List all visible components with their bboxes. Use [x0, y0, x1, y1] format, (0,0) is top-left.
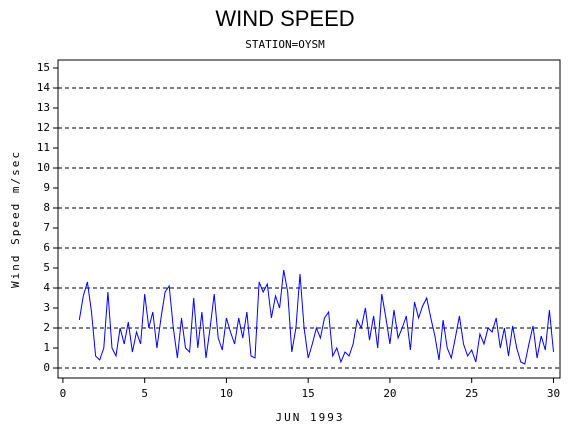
series-line — [78, 269, 554, 365]
x-tick-label: 0 — [60, 387, 67, 400]
y-tick-label: 1 — [43, 341, 50, 354]
y-tick-label: 9 — [43, 181, 50, 194]
y-tick-label: 3 — [43, 301, 50, 314]
x-tick-label: 25 — [465, 387, 478, 400]
y-tick-label: 12 — [37, 121, 50, 134]
x-axis-label: JUN 1993 — [276, 411, 345, 424]
x-tick-label: 10 — [220, 387, 233, 400]
y-axis-label: Wind Speed m/sec — [9, 150, 22, 288]
chart-subtitle: STATION=OYSM — [245, 38, 325, 51]
x-tick-label: 5 — [141, 387, 148, 400]
y-tick-label: 6 — [43, 241, 50, 254]
y-tick-label: 8 — [43, 201, 50, 214]
x-tick-label: 15 — [302, 387, 315, 400]
y-tick-label: 5 — [43, 261, 50, 274]
y-tick-label: 4 — [43, 281, 50, 294]
y-tick-label: 15 — [37, 61, 50, 74]
y-tick-label: 14 — [37, 81, 51, 94]
y-tick-label: 0 — [43, 361, 50, 374]
plot-frame — [57, 59, 561, 379]
y-tick-label: 7 — [43, 221, 50, 234]
y-tick-label: 10 — [37, 161, 50, 174]
y-tick-label: 11 — [37, 141, 50, 154]
x-tick-label: 20 — [383, 387, 396, 400]
y-tick-label: 2 — [43, 321, 50, 334]
y-tick-label: 13 — [37, 101, 50, 114]
chart-title: WIND SPEED — [215, 6, 354, 31]
x-tick-label: 30 — [547, 387, 560, 400]
